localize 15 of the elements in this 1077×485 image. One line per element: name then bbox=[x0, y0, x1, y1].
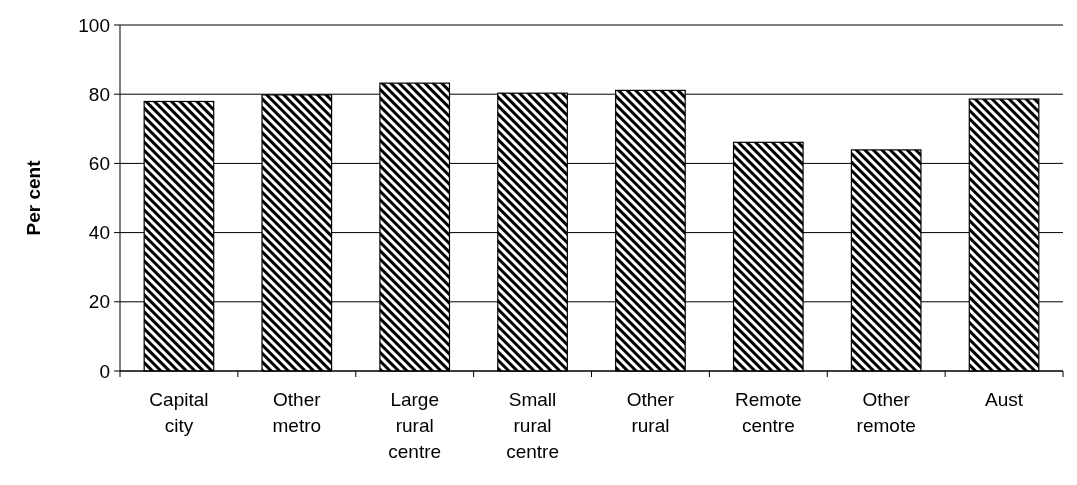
x-tick-label: Other remote bbox=[856, 389, 916, 436]
x-tick-label: Small rural centre bbox=[506, 389, 559, 462]
y-tick-label: 0 bbox=[99, 360, 110, 382]
x-tick-label: Other rural bbox=[626, 389, 675, 436]
x-tick-label: Remote centre bbox=[735, 389, 802, 436]
x-tick-label: Aust bbox=[985, 389, 1024, 410]
x-tick-label: Capital city bbox=[149, 389, 209, 436]
y-tick-label: 60 bbox=[88, 153, 110, 175]
x-tick-label: Large rural centre bbox=[388, 389, 442, 462]
x-tick-label: Other metro bbox=[272, 389, 322, 436]
y-tick-label: 20 bbox=[88, 291, 110, 313]
y-axis-title: Per cent bbox=[23, 159, 44, 236]
y-tick-label: 80 bbox=[88, 83, 110, 105]
y-tick-label: 100 bbox=[78, 14, 110, 36]
y-tick-label: 40 bbox=[88, 222, 110, 244]
